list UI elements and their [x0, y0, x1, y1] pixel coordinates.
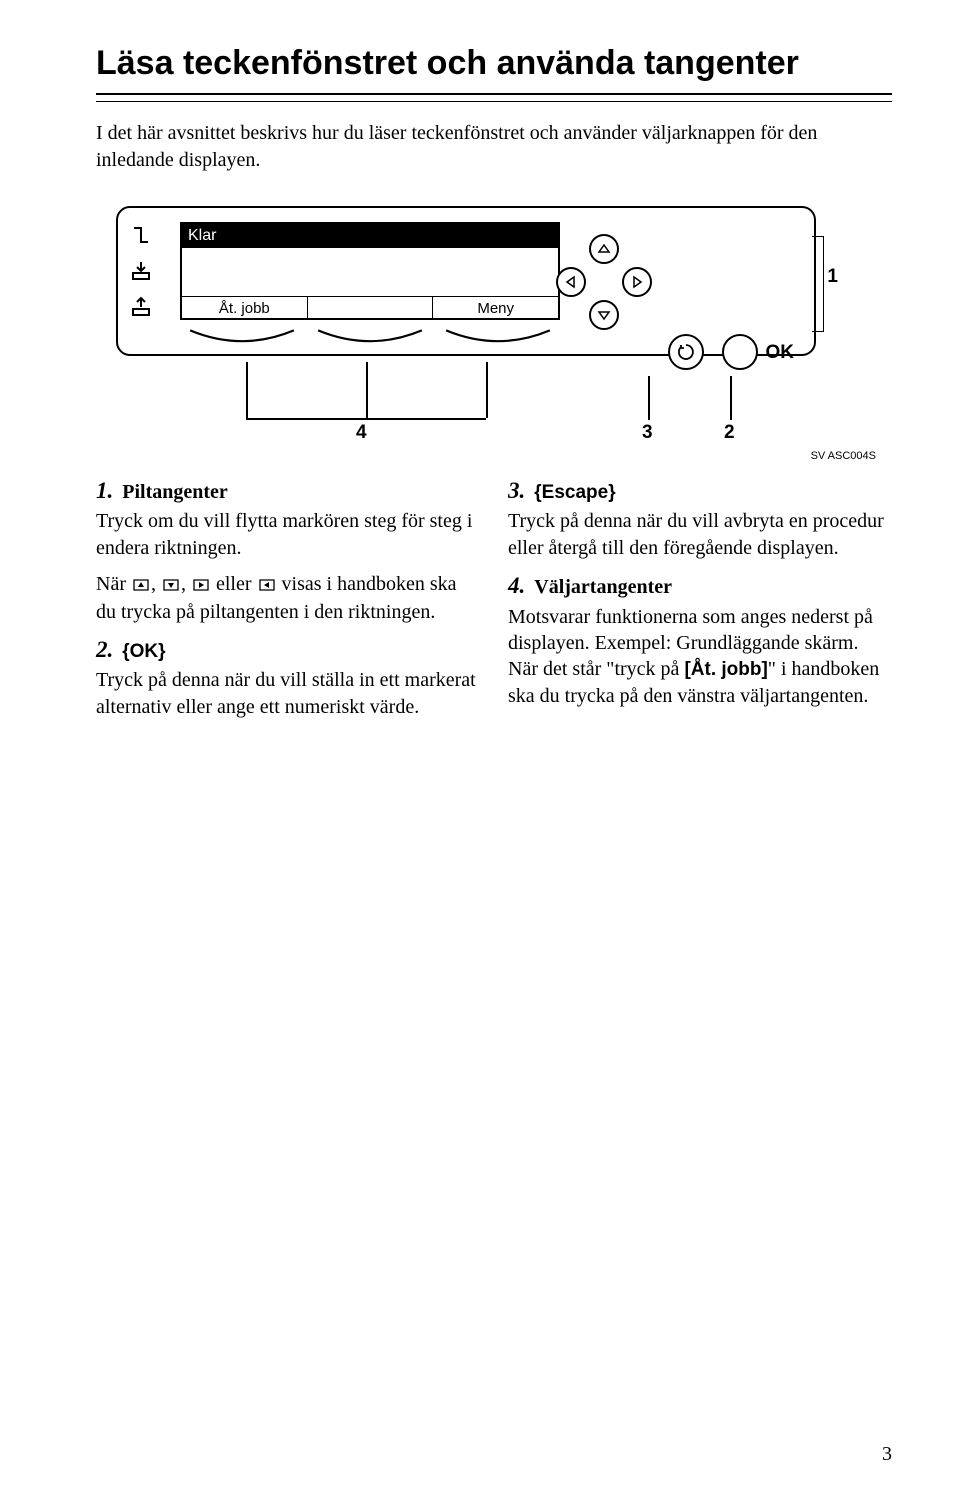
left-column: 1. Piltangenter Tryck om du vill flytta … — [96, 472, 480, 730]
term-4-label: Väljartangenter — [534, 576, 672, 598]
key-up-icon — [131, 572, 151, 598]
page-number: 3 — [882, 1443, 892, 1466]
lcd-screen: Klar Åt. jobb Meny — [180, 222, 560, 320]
leader-4b — [366, 362, 368, 418]
term-1-body-a: Tryck om du vill flytta markören steg fö… — [96, 508, 480, 561]
device-diagram: Klar Åt. jobb Meny OK 1 — [96, 206, 876, 462]
softkey-label-right: Meny — [433, 297, 558, 320]
arrow-left-button — [556, 267, 586, 297]
leader-3 — [648, 376, 650, 420]
right-column: 3. {Escape} Tryck på denna när du vill a… — [508, 472, 892, 730]
leader-4a — [246, 362, 248, 418]
figure-code: SV ASC004S — [96, 450, 876, 462]
term-1: 1. Piltangenter — [96, 476, 480, 506]
arrow-right-button — [622, 267, 652, 297]
softkey-buttons — [188, 328, 552, 350]
key-right-icon — [191, 572, 211, 598]
term-4-body: Motsvarar funktionerna som anges nederst… — [508, 604, 892, 710]
arrow-down-button — [589, 300, 619, 330]
term-2-body: Tryck på denna när du vill ställa in ett… — [96, 667, 480, 720]
callout-3: 3 — [642, 422, 653, 444]
escape-button — [668, 334, 704, 370]
tray-down-icon — [130, 260, 152, 282]
softkey-button — [316, 328, 424, 350]
term-4: 4. Väljartangenter — [508, 571, 892, 601]
softkey-label-left: Åt. jobb — [182, 297, 308, 320]
page-title: Läsa teckenfönstret och använda tangente… — [96, 44, 892, 83]
definition-columns: 1. Piltangenter Tryck om du vill flytta … — [96, 472, 892, 730]
softkey-button — [444, 328, 552, 350]
leader-4-join — [246, 418, 486, 420]
term-4-key-inline: [Åt. jobb] — [684, 659, 767, 680]
data-icon — [130, 224, 152, 246]
term-3-number: 3. — [508, 478, 525, 503]
key-down-icon — [161, 572, 181, 598]
status-icon-column — [130, 224, 164, 318]
callout-2: 2 — [724, 422, 735, 444]
intro-paragraph: I det här avsnittet beskrivs hur du läse… — [96, 120, 892, 174]
callout-1: 1 — [827, 266, 838, 288]
ok-label: OK — [766, 342, 795, 364]
tray-up-icon — [130, 296, 152, 318]
term-1-label: Piltangenter — [122, 481, 228, 503]
lcd-status-bar: Klar — [182, 224, 558, 248]
term-1-body-b: När , , eller visas i handboken ska du t… — [96, 571, 480, 625]
term-2: 2. {OK} — [96, 635, 480, 665]
leader-2 — [730, 376, 732, 420]
term-3: 3. {Escape} — [508, 476, 892, 506]
term-1-body-b-pre: När — [96, 573, 131, 595]
term-2-number: 2. — [96, 637, 113, 662]
term-1-body-b-mid: eller — [216, 573, 257, 595]
term-4-number: 4. — [508, 573, 525, 598]
arrow-key-cluster — [556, 234, 652, 330]
lcd-softkey-row: Åt. jobb Meny — [182, 296, 558, 320]
callout-4: 4 — [356, 422, 367, 444]
term-3-key: {Escape} — [534, 482, 615, 503]
softkey-label-center — [308, 297, 434, 320]
softkey-button — [188, 328, 296, 350]
term-3-body: Tryck på denna när du vill avbryta en pr… — [508, 508, 892, 561]
arrow-up-button — [589, 234, 619, 264]
title-rule-thick — [96, 93, 892, 95]
term-1-number: 1. — [96, 478, 113, 503]
title-rule-thin — [96, 101, 892, 102]
leader-4c — [486, 362, 488, 418]
key-left-icon — [257, 572, 277, 598]
callout-bracket-1 — [812, 236, 824, 332]
lcd-body — [182, 248, 558, 296]
ok-button — [722, 334, 758, 370]
term-2-key: {OK} — [122, 641, 165, 662]
